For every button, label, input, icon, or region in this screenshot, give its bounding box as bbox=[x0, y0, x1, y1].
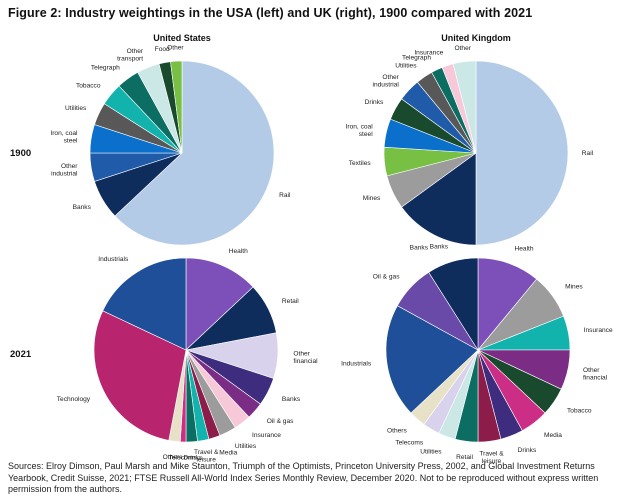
pie-us-1900: Rail Banks Other industrial Iron, coal steel U… bbox=[50, 44, 291, 246]
slice-label-iron-coal-steel: Iron, coal steel bbox=[346, 123, 374, 138]
slice-label-others: Others bbox=[387, 428, 407, 435]
row-label-2021: 2021 bbox=[10, 349, 32, 360]
slice-label-iron-coal-steel: Iron, coal steel bbox=[50, 130, 78, 145]
pie-slice-other bbox=[170, 60, 183, 154]
slice-label-oil-and-gas: Oil & gas bbox=[373, 273, 400, 280]
slice-label-other-industrial: Other industrial bbox=[373, 74, 400, 89]
slice-label-industrials: Industrials bbox=[341, 361, 372, 368]
slice-label-telegraph: Telegraph bbox=[402, 54, 431, 61]
pie-slice-banks bbox=[428, 257, 479, 352]
slice-label-other: Other bbox=[167, 44, 184, 51]
slice-label-utilities: Utilities bbox=[395, 63, 417, 70]
source-note: Sources: Elroy Dimson, Paul Marsh and Mi… bbox=[8, 461, 599, 494]
slice-label-media: Media bbox=[219, 449, 237, 456]
row-label-1900: 1900 bbox=[10, 148, 31, 159]
slice-label-mines: Mines bbox=[565, 284, 583, 291]
slice-label-utilities: Utilities bbox=[420, 448, 442, 455]
slice-label-food: Food bbox=[155, 46, 170, 53]
pie-uk-2021: Health Mines Insurance Other financial Tobacc… bbox=[341, 244, 613, 465]
slice-label-tobacco: Tobacco bbox=[567, 408, 592, 415]
slice-label-other-financial: Other financial bbox=[293, 350, 318, 365]
slice-label-travel-and-leisure: Travel & leisure bbox=[194, 449, 219, 464]
pie-slice-health bbox=[185, 257, 254, 351]
pie-slice-other bbox=[452, 60, 477, 154]
slice-label-telegraph: Telegraph bbox=[91, 64, 120, 71]
slice-label-travel-and-leisure: Travel & leisure bbox=[479, 450, 504, 465]
slice-label-insurance: Insurance bbox=[252, 432, 281, 439]
slice-label-insurance: Insurance bbox=[584, 327, 613, 334]
slice-label-oil-and-gas: Oil & gas bbox=[267, 418, 294, 425]
pie-slice-industrials bbox=[102, 257, 187, 351]
pie-slice-technology bbox=[93, 310, 187, 441]
pie-us-2021: Health Retail Other financial Banks Oil & gas… bbox=[57, 248, 318, 464]
slice-label-drinks: Drinks bbox=[365, 99, 384, 106]
slice-label-rail: Rail bbox=[582, 150, 594, 157]
slice-label-textiles: Textiles bbox=[349, 160, 372, 167]
slice-label-rail: Rail bbox=[279, 192, 291, 199]
slice-label-media: Media bbox=[544, 432, 562, 439]
slice-label-mines: Mines bbox=[363, 195, 381, 202]
slice-label-health: Health bbox=[515, 246, 534, 253]
slice-label-banks: Banks bbox=[410, 244, 429, 251]
pie-slice-banks bbox=[401, 152, 477, 246]
pie-slice-rail bbox=[114, 60, 275, 246]
slice-label-industrials: Industrials bbox=[98, 256, 129, 263]
slice-label-utilities: Utilities bbox=[235, 443, 257, 450]
slice-label-telecoms: Telecoms bbox=[169, 455, 198, 462]
slice-label-other-financial: Other financial bbox=[583, 367, 608, 382]
slice-label-insurance: Insurance bbox=[414, 49, 443, 56]
slice-label-retail: Retail bbox=[282, 298, 299, 305]
slice-label-technology: Technology bbox=[57, 396, 91, 403]
pie-uk-1900: Rail Banks Mines Textiles Iron, coal steel Dri… bbox=[346, 45, 594, 251]
slice-label-banks: Banks bbox=[430, 244, 449, 251]
slice-label-drinks: Drinks bbox=[518, 447, 537, 454]
slice-label-health: Health bbox=[229, 248, 248, 255]
pie-slice-industrials bbox=[385, 305, 479, 414]
pie-slice-rail bbox=[475, 60, 569, 246]
slice-label-telecoms: Telecoms bbox=[395, 440, 424, 447]
slice-label-drinks: Drinks bbox=[183, 454, 202, 461]
slice-label-banks: Banks bbox=[73, 204, 92, 211]
slice-label-other: Other bbox=[454, 45, 471, 52]
slice-label-utilities: Utilities bbox=[65, 105, 87, 112]
figure-title: Figure 2: Industry weightings in the USA… bbox=[8, 6, 533, 20]
slice-label-retail: Retail bbox=[456, 454, 473, 461]
slice-label-others: Others bbox=[163, 454, 183, 461]
slice-label-tobacco: Tobacco bbox=[76, 83, 101, 90]
column-title-us: United States bbox=[153, 33, 211, 43]
column-title-uk: United Kingdom bbox=[441, 33, 511, 43]
slice-label-other-transport: Other transport bbox=[117, 48, 144, 63]
slice-label-other-industrial: Other industrial bbox=[51, 163, 78, 178]
slice-label-banks: Banks bbox=[282, 396, 301, 403]
